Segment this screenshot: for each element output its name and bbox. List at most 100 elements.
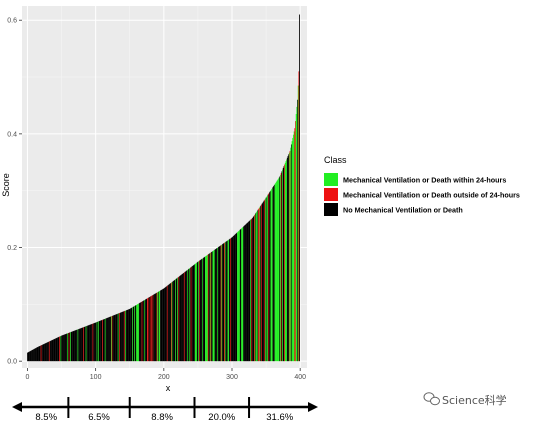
bar: [112, 315, 114, 362]
y-tick-label: 0.0: [7, 359, 17, 366]
bar: [49, 341, 51, 362]
bar: [197, 261, 199, 362]
bar: [90, 324, 92, 362]
bar: [256, 211, 258, 362]
bar: [82, 327, 84, 362]
bar: [290, 147, 292, 362]
bar: [288, 154, 290, 362]
legend-label: No Mechanical Ventilation or Death: [343, 206, 463, 215]
bar: [213, 250, 215, 362]
bar: [258, 207, 260, 362]
bar: [209, 253, 210, 362]
bar: [155, 293, 157, 362]
bar: [223, 243, 225, 362]
bar: [284, 164, 285, 362]
legend-label: Mechanical Ventilation or Death outside …: [343, 191, 520, 200]
bar: [98, 321, 99, 362]
bar: [54, 338, 56, 362]
bar: [72, 331, 73, 362]
bar: [247, 222, 249, 362]
bar: [291, 141, 293, 362]
bar: [67, 333, 69, 362]
bar: [50, 340, 52, 362]
bar: [27, 352, 29, 362]
bar: [228, 239, 230, 362]
bar: [175, 278, 177, 362]
bar: [204, 256, 206, 362]
percentage-bands: 8.5% 6.5% 8.8% 20.0% 31.6%: [12, 397, 318, 422]
bar: [276, 180, 278, 362]
bar: [200, 259, 202, 362]
bar: [274, 183, 276, 362]
bar: [149, 297, 150, 362]
bar: [145, 299, 147, 362]
bar: [93, 323, 95, 362]
bars: [27, 14, 300, 362]
bar: [185, 271, 187, 362]
bar: [38, 346, 39, 362]
bar: [135, 305, 137, 362]
bar: [174, 279, 176, 362]
bar: [280, 173, 282, 362]
bar: [293, 134, 294, 362]
bar: [164, 287, 165, 362]
bar: [286, 157, 288, 362]
bar: [170, 282, 172, 362]
bar: [216, 248, 218, 362]
bar: [229, 238, 231, 362]
bar: [220, 245, 222, 362]
bar: [158, 291, 160, 362]
bar: [140, 302, 142, 362]
watermark: Science科学: [423, 392, 507, 407]
bar: [46, 342, 48, 362]
bar: [160, 290, 162, 362]
bar: [265, 198, 266, 362]
bar: [70, 331, 72, 362]
bar: [167, 285, 169, 362]
bar: [180, 275, 182, 362]
bar: [259, 206, 261, 362]
bar: [201, 258, 203, 362]
bar: [195, 263, 197, 362]
bar: [203, 257, 205, 362]
bar: [154, 293, 156, 362]
bar: [104, 318, 106, 362]
bar: [31, 350, 33, 362]
bar: [53, 339, 55, 362]
bar: [102, 319, 103, 362]
bar: [172, 281, 174, 362]
bar: [157, 292, 159, 362]
bar: [246, 223, 248, 362]
bar: [91, 323, 93, 362]
bar: [33, 349, 35, 362]
x-tick-label: 200: [158, 374, 170, 381]
bar: [292, 137, 294, 362]
bar: [40, 345, 42, 362]
bar: [98, 321, 100, 362]
bar: [132, 307, 133, 362]
bar: [278, 177, 280, 362]
bar: [62, 335, 64, 362]
bar: [38, 346, 40, 362]
y-tick-label: 0.2: [7, 245, 17, 252]
bar: [59, 336, 61, 362]
bar: [285, 161, 287, 362]
bar: [121, 311, 123, 362]
bar: [60, 335, 62, 362]
bar: [164, 287, 166, 362]
bar: [106, 318, 108, 362]
bar: [152, 294, 154, 362]
bar: [147, 298, 148, 362]
bar: [193, 264, 195, 362]
bar: [198, 260, 200, 362]
bar: [61, 335, 63, 362]
bar: [89, 324, 90, 362]
bar: [281, 171, 283, 362]
bar: [108, 317, 110, 362]
bar: [80, 328, 82, 362]
bar: [79, 328, 81, 362]
bar: [218, 246, 220, 362]
bar: [39, 345, 41, 362]
bar: [286, 159, 288, 362]
bar: [75, 330, 77, 362]
